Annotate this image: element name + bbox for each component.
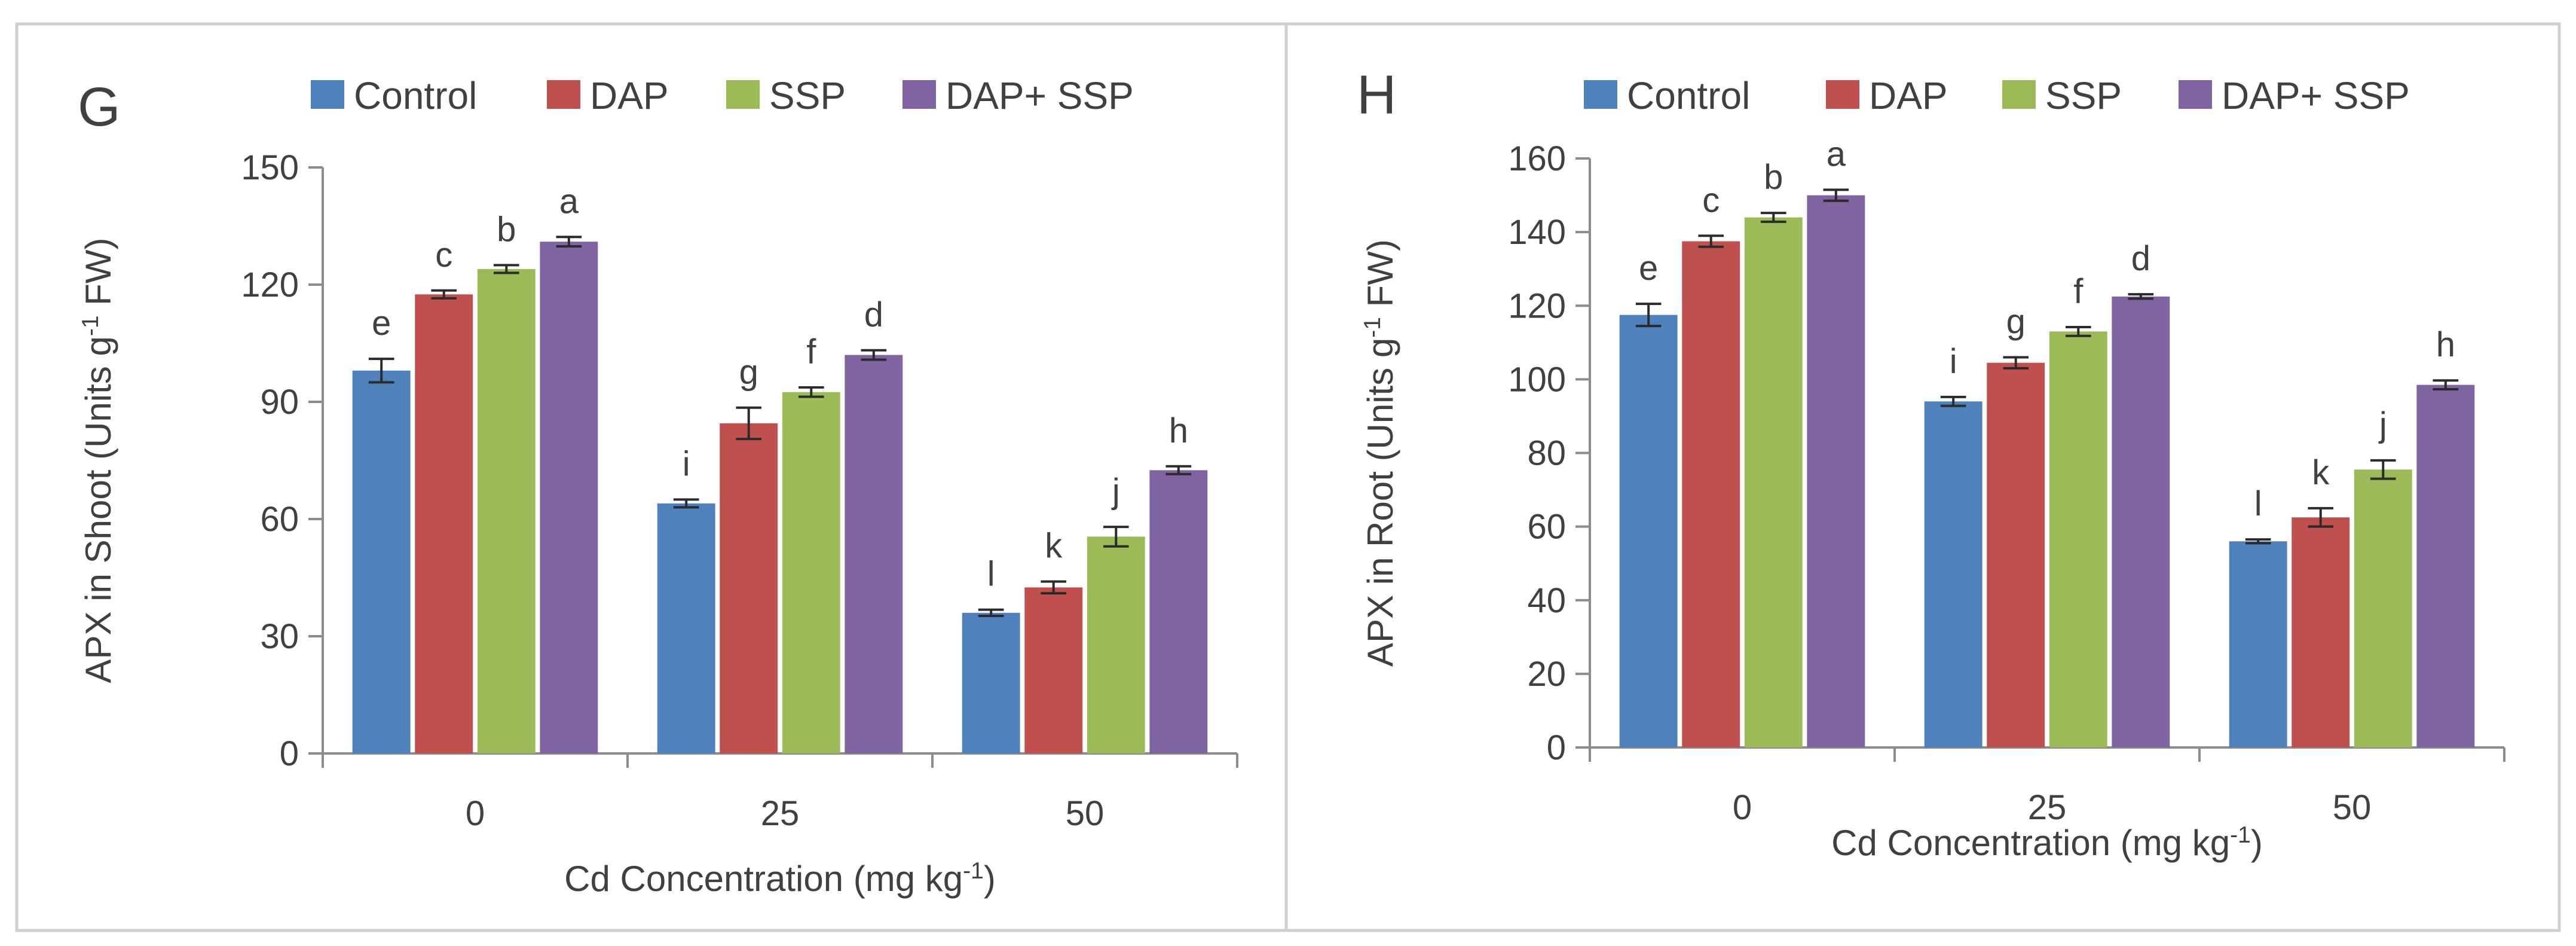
panel-g-bar bbox=[720, 423, 778, 753]
panel-h-chart: H Control DAP SSP DAP+ SSP 0 20 40 60 80 100 120 140… bbox=[1357, 65, 2505, 863]
panel-h-frame bbox=[1284, 22, 2561, 932]
panel-h-legend-label-2: SSP bbox=[2045, 74, 2122, 117]
panel-h-x-axis-title: Cd Concentration (mg kg-1) bbox=[1831, 822, 2263, 863]
panel-g-y-tick-label: 150 bbox=[241, 148, 299, 187]
panel-g-y-tick-label: 120 bbox=[241, 266, 299, 304]
panel-h-y-tick-label: 120 bbox=[1508, 286, 1566, 325]
panel-h-y-tick-label: 140 bbox=[1508, 213, 1566, 252]
panel-g-bar bbox=[1149, 470, 1208, 753]
panel-h-y-tick-label: 20 bbox=[1527, 655, 1566, 694]
panel-h-y-tick-label: 100 bbox=[1508, 360, 1566, 399]
panel-g-significance-letter: f bbox=[806, 332, 816, 371]
panel-h-significance-letter: c bbox=[1702, 181, 1720, 219]
panel-h-bar bbox=[1619, 315, 1678, 747]
panel-g-legend-swatch-2 bbox=[726, 80, 760, 109]
panel-g-bar bbox=[1024, 587, 1083, 753]
panel-h-significance-letter: k bbox=[2312, 453, 2330, 492]
panel-h-legend-swatch-0 bbox=[1584, 80, 1617, 109]
panel-h-significance-letter: j bbox=[2378, 405, 2387, 444]
panel-h-letter: H bbox=[1357, 65, 1396, 126]
panel-g-y-tick-label: 0 bbox=[280, 734, 299, 773]
panel-g-bar bbox=[782, 392, 840, 753]
panel-g-chart: G Control DAP SSP DAP+ SSP 0 30 60 90 120 150 0 e c b a… bbox=[78, 74, 1238, 899]
panel-h-bar bbox=[1924, 401, 1983, 747]
panel-h-x-tick-label: 25 bbox=[2028, 788, 2067, 827]
panel-h-y-axis-title: APX in Root (Units g-1 FW) bbox=[1360, 239, 1401, 667]
panel-h-bar bbox=[2112, 296, 2170, 747]
panel-h-y-tick-label: 160 bbox=[1508, 139, 1566, 178]
panel-g-significance-letter: i bbox=[683, 444, 690, 483]
panel-g-y-tick-label: 60 bbox=[260, 500, 299, 539]
panel-g-significance-letter: j bbox=[1111, 472, 1120, 511]
panel-h-bar bbox=[1987, 362, 2045, 747]
panel-h-legend-label-1: DAP bbox=[1869, 74, 1948, 117]
panel-h-significance-letter: b bbox=[1764, 158, 1783, 197]
panel-h-y-tick-label: 80 bbox=[1527, 434, 1566, 473]
panel-h-significance-letter: a bbox=[1827, 135, 1846, 173]
panel-h-x-tick-label: 50 bbox=[2333, 788, 2372, 827]
panel-h-bar bbox=[1744, 217, 1803, 747]
panel-h-significance-letter: l bbox=[2254, 484, 2262, 523]
panel-g-legend-label-3: DAP+ SSP bbox=[946, 74, 1134, 117]
panel-g-significance-letter: g bbox=[739, 353, 758, 392]
panel-g-significance-letter: e bbox=[372, 304, 391, 343]
panel-g-legend-label-1: DAP bbox=[590, 74, 669, 117]
panel-h-legend-swatch-1 bbox=[1826, 80, 1859, 109]
panel-g-bar bbox=[477, 268, 536, 753]
panel-g-significance-letter: c bbox=[435, 236, 452, 274]
panel-g-bar bbox=[962, 612, 1020, 753]
panel-g-y-tick-label: 90 bbox=[260, 383, 299, 422]
panel-h-bar bbox=[1807, 195, 1865, 747]
panel-g-y-axis-title: APX in Shoot (Units g-1 FW) bbox=[78, 238, 119, 683]
panel-g-significance-letter: h bbox=[1169, 411, 1188, 450]
panel-g-significance-letter: a bbox=[559, 182, 579, 221]
panel-h-bar bbox=[2354, 469, 2412, 747]
panel-h-significance-letter: g bbox=[2006, 302, 2026, 341]
panel-g-legend-swatch-3 bbox=[902, 80, 936, 109]
panel-g-bar bbox=[657, 503, 715, 753]
panel-g-x-tick-label: 25 bbox=[761, 794, 800, 833]
panel-g-x-axis-title: Cd Concentration (mg kg-1) bbox=[564, 858, 996, 899]
panel-g-bar bbox=[845, 355, 903, 753]
panel-h-significance-letter: i bbox=[1950, 342, 1957, 381]
panel-h-legend-swatch-3 bbox=[2179, 80, 2212, 109]
panel-h-bar bbox=[2229, 541, 2287, 747]
panel-g-bar bbox=[1087, 536, 1145, 753]
panel-h-significance-letter: d bbox=[2131, 239, 2150, 278]
panel-h-bar bbox=[2416, 384, 2475, 747]
panel-g-legend-label-2: SSP bbox=[769, 74, 846, 117]
panel-h-legend-label-0: Control bbox=[1627, 74, 1750, 117]
panel-g-significance-letter: b bbox=[497, 210, 516, 249]
panel-g-legend-swatch-0 bbox=[311, 80, 344, 109]
panel-g-bar bbox=[352, 370, 411, 753]
panel-h-y-tick-label: 40 bbox=[1527, 581, 1566, 620]
panel-h-significance-letter: e bbox=[1639, 249, 1658, 288]
panel-h-x-tick-label: 0 bbox=[1733, 788, 1752, 827]
panel-g-y-tick-label: 30 bbox=[260, 617, 299, 656]
panel-h-y-tick-label: 0 bbox=[1547, 728, 1566, 767]
panel-g-significance-letter: d bbox=[864, 295, 883, 334]
panel-g-letter: G bbox=[78, 77, 121, 138]
panel-g-bar bbox=[415, 294, 473, 753]
panel-h-significance-letter: h bbox=[2436, 325, 2455, 364]
panel-h-bar bbox=[2292, 517, 2350, 747]
panel-h-significance-letter: f bbox=[2073, 272, 2084, 311]
panel-h-legend-label-3: DAP+ SSP bbox=[2222, 74, 2410, 117]
panel-g-legend-label-0: Control bbox=[354, 74, 477, 117]
panel-g-legend-swatch-1 bbox=[547, 80, 580, 109]
panel-h-y-tick-label: 60 bbox=[1527, 508, 1566, 547]
panel-g-significance-letter: k bbox=[1045, 527, 1063, 566]
panel-h-legend-swatch-2 bbox=[2002, 80, 2036, 109]
panel-g-significance-letter: l bbox=[987, 555, 995, 594]
panel-g-x-tick-label: 0 bbox=[466, 794, 485, 833]
panel-g-bar bbox=[540, 242, 598, 754]
panel-h-bar bbox=[2049, 331, 2107, 747]
panel-g-x-tick-label: 50 bbox=[1066, 794, 1105, 833]
panel-h-bar bbox=[1682, 241, 1740, 747]
